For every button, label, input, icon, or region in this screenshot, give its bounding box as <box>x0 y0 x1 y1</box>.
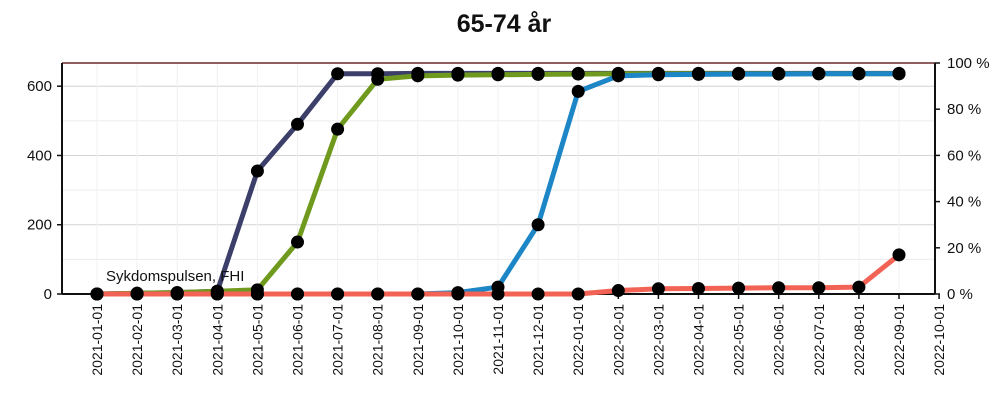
data-point <box>331 287 345 301</box>
x-tick-label: 2022-07-01 <box>811 304 827 376</box>
data-point <box>130 287 144 301</box>
data-point <box>170 287 184 301</box>
x-tick-label: 2022-10-01 <box>931 304 947 376</box>
data-point <box>371 72 385 86</box>
data-point <box>291 287 304 301</box>
x-tick-label: 2021-08-01 <box>370 304 386 376</box>
y-right-tick-label: 60 % <box>947 147 981 164</box>
x-tick-label: 2021-04-01 <box>209 304 225 376</box>
series-points <box>90 66 906 301</box>
y-left-tick-label: 200 <box>27 217 52 234</box>
x-tick-label: 2022-02-01 <box>610 304 626 376</box>
data-point <box>812 67 826 81</box>
data-point <box>411 287 425 301</box>
data-point <box>611 284 625 298</box>
data-point <box>852 280 866 294</box>
y-left-tick-label: 600 <box>27 78 52 95</box>
data-point <box>331 122 345 136</box>
data-point <box>571 67 585 81</box>
x-tick-label: 2021-05-01 <box>249 304 265 376</box>
data-point <box>732 281 746 295</box>
data-point <box>331 67 345 81</box>
data-point <box>531 218 545 232</box>
x-tick-label: 2022-09-01 <box>891 304 907 376</box>
data-point <box>651 282 665 296</box>
x-tick-label: 2021-01-01 <box>89 304 105 376</box>
data-point <box>210 287 224 301</box>
y-right-tick-label: 40 % <box>947 194 981 211</box>
data-point <box>892 248 906 262</box>
data-point <box>571 287 585 301</box>
grid-lines <box>62 63 935 294</box>
x-tick-label: 2022-04-01 <box>691 304 707 376</box>
data-point <box>451 287 465 301</box>
data-point <box>250 164 264 178</box>
data-point <box>291 235 304 249</box>
data-point <box>892 67 906 81</box>
x-tick-label: 2022-06-01 <box>771 304 787 376</box>
chart-title: 65-74 år <box>456 10 552 38</box>
data-point <box>90 287 104 301</box>
data-point <box>571 84 585 98</box>
data-point <box>732 67 746 81</box>
credit-label: Sykdomspulsen, FHI <box>106 268 244 285</box>
x-tick-label: 2021-10-01 <box>450 304 466 376</box>
x-tick-label: 2022-03-01 <box>650 304 666 376</box>
data-point <box>411 69 425 83</box>
x-tick-label: 2021-06-01 <box>290 304 306 376</box>
data-point <box>371 287 385 301</box>
y-right-tick-label: 20 % <box>947 240 981 257</box>
y-right-tick-label: 100 % <box>947 55 990 72</box>
data-point <box>531 67 545 81</box>
x-tick-label: 2021-11-01 <box>490 304 506 375</box>
data-point <box>812 281 826 295</box>
data-point <box>491 287 505 301</box>
x-tick-label: 2021-12-01 <box>530 304 546 376</box>
data-point <box>491 68 505 82</box>
x-tick-label: 2021-03-01 <box>169 304 185 376</box>
data-point <box>772 67 786 81</box>
tick-labels: 0 200 400 600 0 % 20 % 40 % 60 % 80 % 100 % 2021-0… <box>27 55 990 376</box>
data-point <box>531 287 545 301</box>
y-left-tick-label: 400 <box>27 147 52 164</box>
x-tick-label: 2021-09-01 <box>410 304 426 376</box>
data-point <box>651 68 665 82</box>
y-right-tick-label: 0 % <box>947 286 973 303</box>
data-point <box>692 281 705 295</box>
data-point <box>250 287 264 301</box>
data-point <box>291 117 304 131</box>
x-tick-label: 2022-08-01 <box>851 304 867 376</box>
x-tick-label: 2022-05-01 <box>731 304 747 376</box>
y-right-tick-label: 80 % <box>947 101 981 118</box>
x-tick-label: 2022-01-01 <box>570 304 586 376</box>
data-point <box>451 68 465 82</box>
data-point <box>772 281 786 295</box>
data-point <box>852 67 866 81</box>
data-point <box>611 69 625 83</box>
data-point <box>692 67 705 81</box>
y-left-tick-label: 0 <box>44 286 52 303</box>
x-tick-label: 2021-02-01 <box>129 304 145 376</box>
x-tick-label: 2021-07-01 <box>330 304 346 376</box>
